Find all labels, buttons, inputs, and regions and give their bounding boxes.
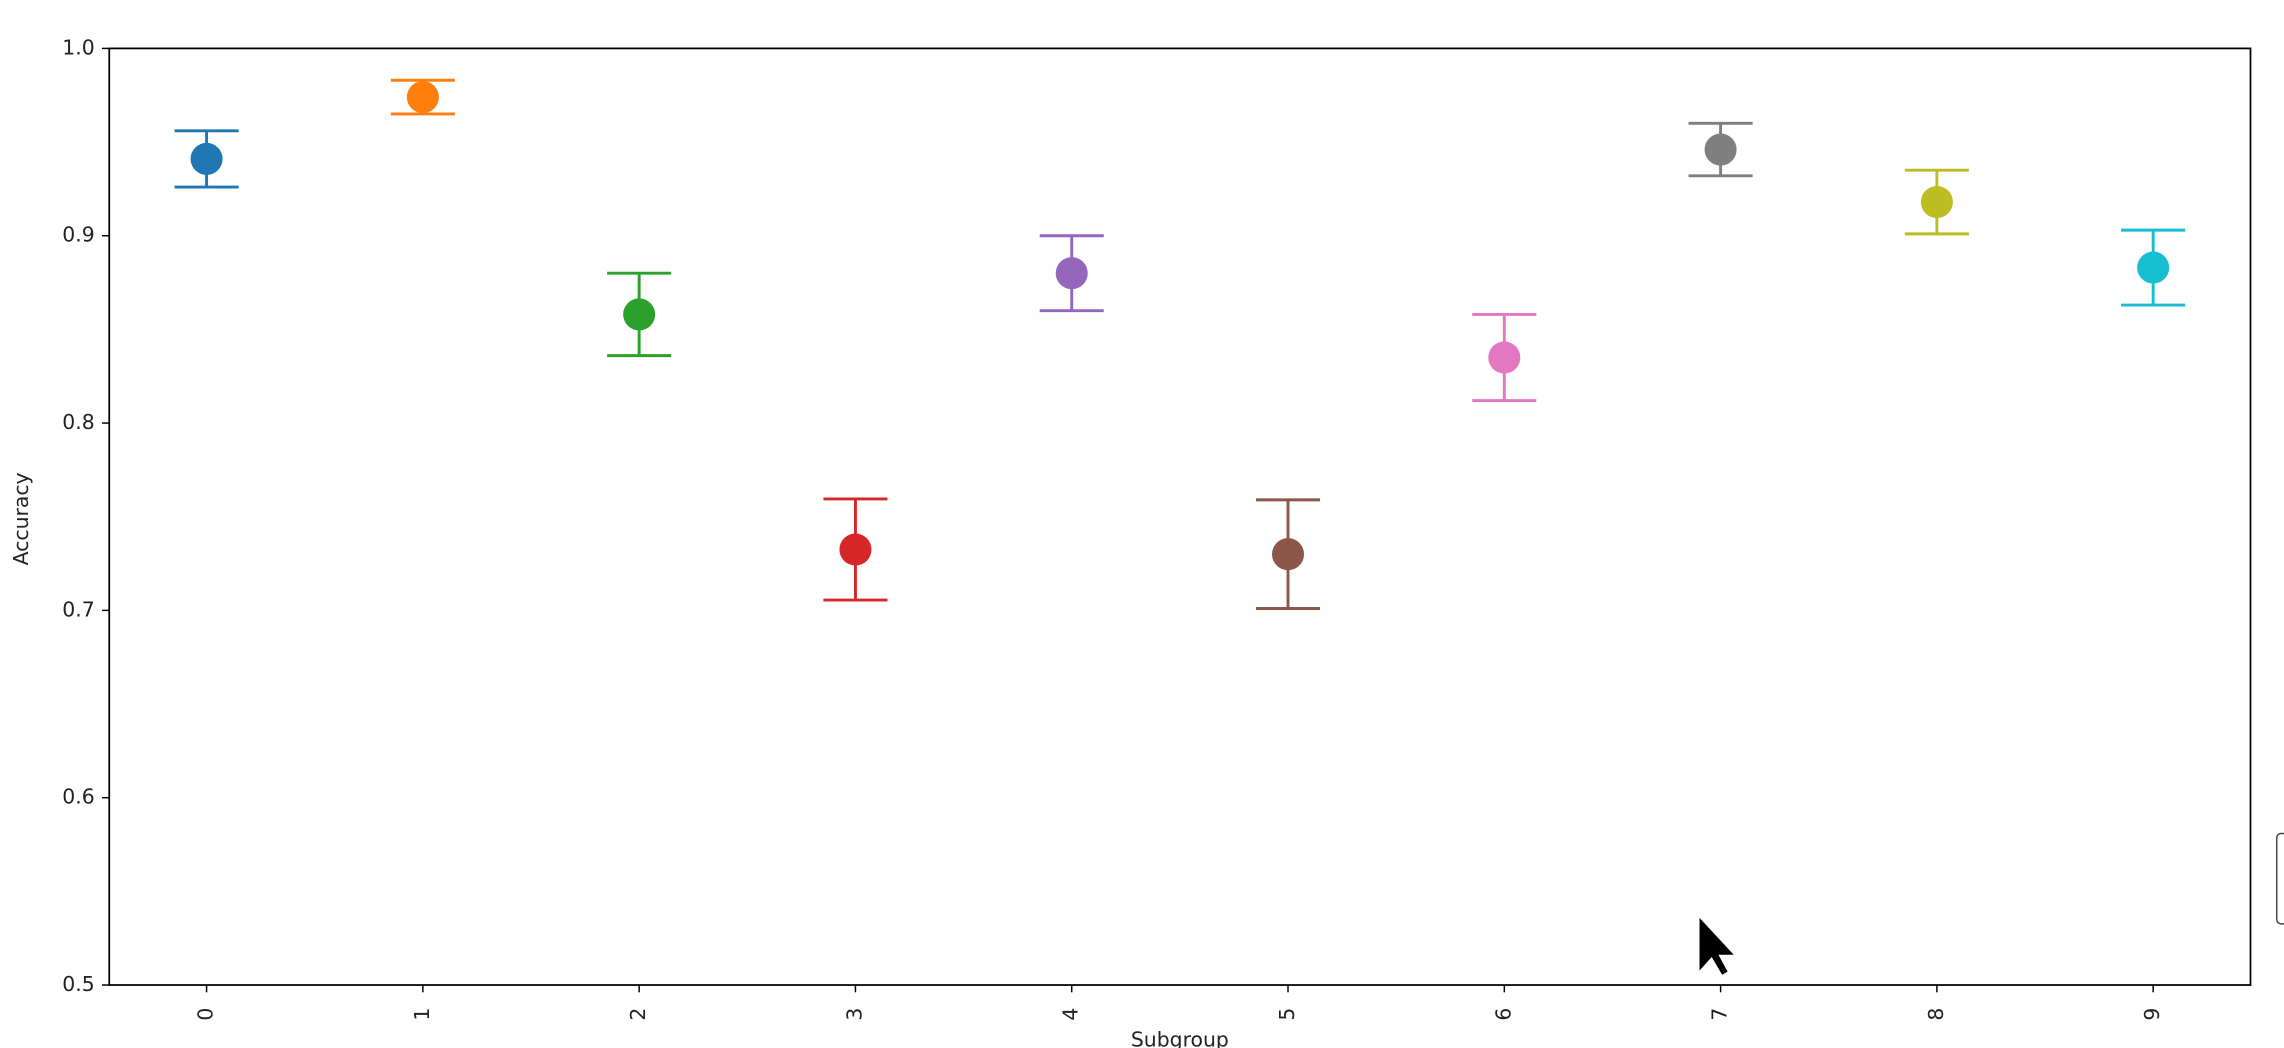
marker bbox=[2137, 251, 2170, 284]
marker bbox=[190, 142, 223, 175]
x-tick-label: 6 bbox=[1491, 1008, 1515, 1021]
x-tick-label: 1 bbox=[410, 1008, 434, 1021]
marker bbox=[1704, 133, 1737, 166]
y-tick-label: 0.5 bbox=[62, 972, 94, 996]
y-tick-label: 0.6 bbox=[62, 785, 94, 809]
x-tick-label: 0 bbox=[194, 1008, 218, 1021]
y-tick-label: 0.7 bbox=[62, 597, 94, 621]
x-tick-label: 9 bbox=[2140, 1008, 2164, 1021]
x-tick-label: 4 bbox=[1059, 1008, 1083, 1021]
y-tick-label: 1.0 bbox=[62, 35, 94, 59]
mouse-cursor bbox=[1697, 912, 1739, 978]
scrollbar-edge bbox=[2275, 832, 2284, 925]
x-tick-label: 8 bbox=[1924, 1008, 1948, 1021]
marker bbox=[1271, 538, 1305, 571]
marker bbox=[406, 81, 439, 114]
marker bbox=[1920, 185, 1953, 219]
marker bbox=[1055, 257, 1088, 290]
x-tick-label: 3 bbox=[842, 1008, 866, 1021]
marker bbox=[623, 298, 656, 331]
y-tick-label: 0.8 bbox=[62, 410, 94, 434]
marker bbox=[839, 533, 872, 566]
plot-area bbox=[108, 47, 2252, 986]
x-tick-label: 5 bbox=[1275, 1008, 1299, 1021]
x-tick-label: 7 bbox=[1708, 1008, 1732, 1021]
marker bbox=[1488, 341, 1521, 374]
x-axis-label: Subgroup bbox=[1131, 1027, 1229, 1048]
y-axis-label: Accuracy bbox=[9, 472, 33, 565]
x-tick-label: 2 bbox=[626, 1008, 650, 1021]
y-tick-label: 0.9 bbox=[62, 223, 94, 247]
